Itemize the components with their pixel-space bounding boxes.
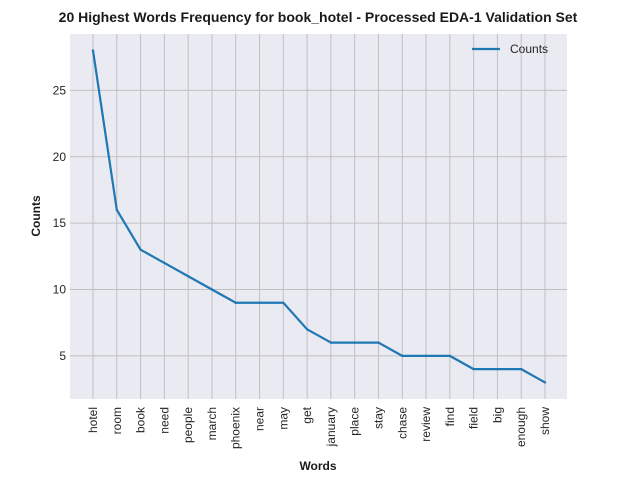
data-point bbox=[305, 328, 309, 331]
x-tick-label: phoenix bbox=[229, 407, 243, 449]
series-line-counts bbox=[91, 50, 546, 384]
x-tick-label: stay bbox=[371, 407, 385, 429]
data-point bbox=[91, 49, 95, 52]
data-point bbox=[329, 341, 333, 344]
x-tick-label: hotel bbox=[86, 407, 100, 433]
x-tick-label: enough bbox=[514, 407, 528, 447]
y-tick-label: 10 bbox=[53, 283, 67, 297]
data-point bbox=[258, 301, 261, 304]
data-point bbox=[186, 275, 190, 278]
data-point bbox=[115, 208, 118, 212]
data-point bbox=[520, 367, 523, 371]
y-tick-label: 20 bbox=[53, 150, 67, 164]
x-tick-label: near bbox=[253, 407, 267, 431]
data-point bbox=[496, 367, 499, 371]
x-tick-label: find bbox=[443, 407, 457, 426]
data-point bbox=[543, 381, 547, 384]
x-tick-label: review bbox=[419, 407, 433, 442]
grid bbox=[70, 34, 567, 399]
x-tick-label: show bbox=[538, 407, 552, 435]
chart-title: 20 Highest Words Frequency for book_hote… bbox=[59, 9, 578, 25]
data-point bbox=[472, 367, 475, 371]
x-tick-label: people bbox=[181, 407, 195, 443]
data-point bbox=[401, 354, 404, 358]
data-point bbox=[377, 341, 380, 344]
x-tick-label: get bbox=[300, 406, 314, 423]
data-point bbox=[282, 301, 285, 304]
data-point bbox=[448, 354, 452, 358]
x-axis-label: Words bbox=[299, 459, 336, 473]
y-tick-label: 25 bbox=[53, 83, 67, 97]
x-axis-ticks: hotel room book need people march phoenix near m… bbox=[86, 406, 552, 449]
x-tick-label: may bbox=[276, 407, 290, 430]
legend-label-counts: Counts bbox=[510, 42, 548, 56]
data-point bbox=[210, 288, 214, 291]
data-point bbox=[163, 261, 166, 265]
data-point bbox=[234, 301, 237, 304]
x-tick-label: march bbox=[205, 407, 219, 440]
legend: Counts bbox=[472, 42, 548, 56]
x-tick-label: need bbox=[157, 407, 171, 434]
y-tick-label: 15 bbox=[53, 216, 67, 230]
x-tick-label: chase bbox=[395, 407, 409, 439]
x-tick-label: field bbox=[467, 407, 481, 429]
data-points bbox=[91, 49, 547, 384]
plot-area bbox=[70, 34, 567, 399]
data-point bbox=[424, 354, 428, 358]
y-tick-label: 5 bbox=[59, 349, 66, 363]
data-point bbox=[353, 341, 356, 344]
x-tick-label: big bbox=[490, 407, 504, 423]
x-tick-label: place bbox=[348, 407, 362, 436]
data-point bbox=[139, 248, 142, 251]
x-tick-label: book bbox=[134, 406, 148, 433]
x-tick-label: room bbox=[110, 407, 124, 434]
y-axis-label: Counts bbox=[29, 195, 43, 237]
y-axis-ticks: 5 10 15 20 25 bbox=[53, 83, 67, 362]
x-tick-label: january bbox=[324, 407, 338, 447]
